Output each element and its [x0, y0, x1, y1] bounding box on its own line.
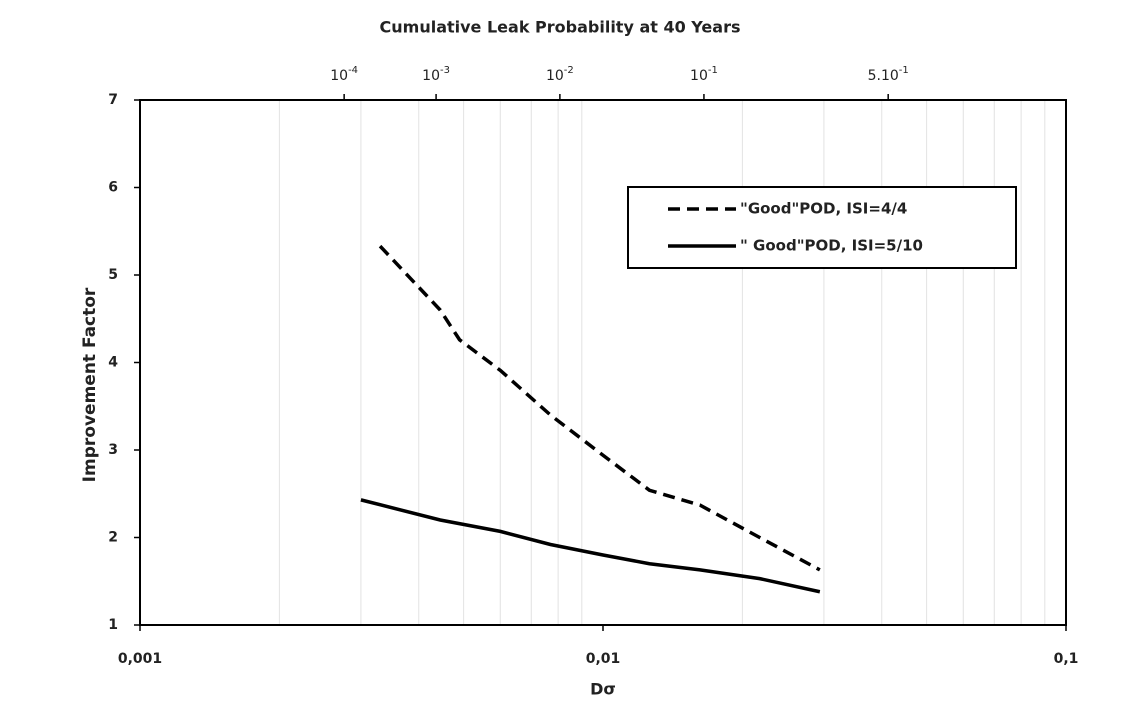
top-tick-base: 10 [546, 68, 564, 84]
series-line [360, 498, 821, 594]
x-tick-label: 0,01 [586, 651, 621, 667]
legend-label: " Good"POD, ISI=5/10 [740, 237, 923, 255]
legend-box [627, 186, 1017, 269]
chart-title: Cumulative Leak Probability at 40 Years [380, 18, 741, 37]
top-tick-exponent: -4 [348, 65, 358, 76]
y-tick-label: 6 [108, 180, 118, 196]
y-tick-label: 4 [108, 355, 118, 371]
y-tick-label: 3 [108, 442, 118, 458]
top-tick-label: 10-2 [546, 65, 574, 84]
x-axis-label: Dσ [590, 680, 616, 699]
y-axis-label: Improvement Factor [80, 287, 100, 482]
y-tick-label: 5 [108, 267, 118, 283]
top-tick-base: 10 [690, 68, 708, 84]
legend-label: "Good"POD, ISI=4/4 [740, 200, 907, 218]
top-tick-label: 5.10-1 [868, 65, 909, 84]
top-tick-base: 5.10 [868, 68, 899, 84]
y-tick-label: 2 [108, 530, 118, 546]
top-tick-label: 10-1 [690, 65, 718, 84]
x-tick-label: 0,001 [118, 651, 162, 667]
top-tick-base: 10 [330, 68, 348, 84]
top-tick-exponent: -1 [708, 65, 718, 76]
top-tick-exponent: -2 [564, 65, 574, 76]
top-tick-label: 10-3 [422, 65, 450, 84]
x-tick-label: 0,1 [1054, 651, 1079, 667]
y-tick-label: 7 [108, 92, 118, 108]
series-line [378, 244, 821, 572]
top-tick-label: 10-4 [330, 65, 358, 84]
y-tick-label: 1 [108, 617, 118, 633]
top-tick-base: 10 [422, 68, 440, 84]
top-tick-exponent: -3 [440, 65, 450, 76]
top-tick-exponent: -1 [899, 65, 909, 76]
